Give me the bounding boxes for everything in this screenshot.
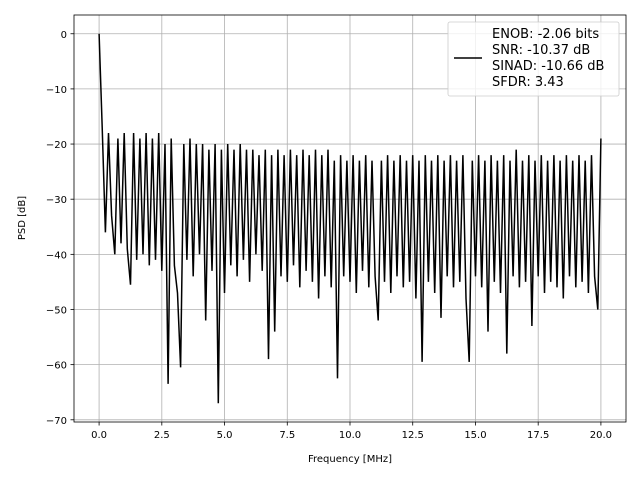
legend-box	[447, 21, 620, 97]
x-tick-label: 20.0	[590, 430, 612, 441]
x-tick-label: 12.5	[402, 430, 424, 441]
x-axis-label: Frequency [MHz]	[308, 454, 392, 465]
psd-line	[98, 33, 602, 404]
y-tick-label: −50	[46, 305, 67, 316]
x-tick-label: 5.0	[217, 430, 233, 441]
legend-sinad: SINAD: -10.66 dB	[492, 59, 604, 74]
y-tick-label: −60	[46, 361, 67, 372]
y-tick-label: −70	[46, 416, 67, 427]
legend-snr: SNR: -10.37 dB	[492, 43, 590, 58]
x-tick-label: 10.0	[339, 430, 361, 441]
psd-trace	[98, 33, 602, 404]
x-tick-label: 0.0	[91, 430, 107, 441]
y-axis: 0 −10 −20 −30 −40 −50 −60 −70	[46, 30, 74, 427]
y-tick-label: −20	[46, 140, 67, 151]
legend-sfdr: SFDR: 3.43	[492, 75, 564, 90]
x-tick-label: 15.0	[464, 430, 486, 441]
x-tick-label: 17.5	[527, 430, 549, 441]
y-tick-label: −40	[46, 250, 67, 261]
y-axis-label: PSD [dB]	[17, 196, 28, 240]
x-tick-label: 2.5	[154, 430, 170, 441]
legend: ENOB: -2.06 bits SNR: -10.37 dB SINAD: -…	[447, 21, 620, 97]
x-tick-label: 7.5	[279, 430, 295, 441]
y-tick-label: −10	[46, 85, 67, 96]
y-tick-label: −30	[46, 195, 67, 206]
y-tick-label: 0	[61, 30, 67, 41]
x-axis: 0.0 2.5 5.0 7.5 10.0 12.5 15.0 17.5 20.0	[91, 422, 612, 441]
legend-enob: ENOB: -2.06 bits	[492, 27, 599, 42]
